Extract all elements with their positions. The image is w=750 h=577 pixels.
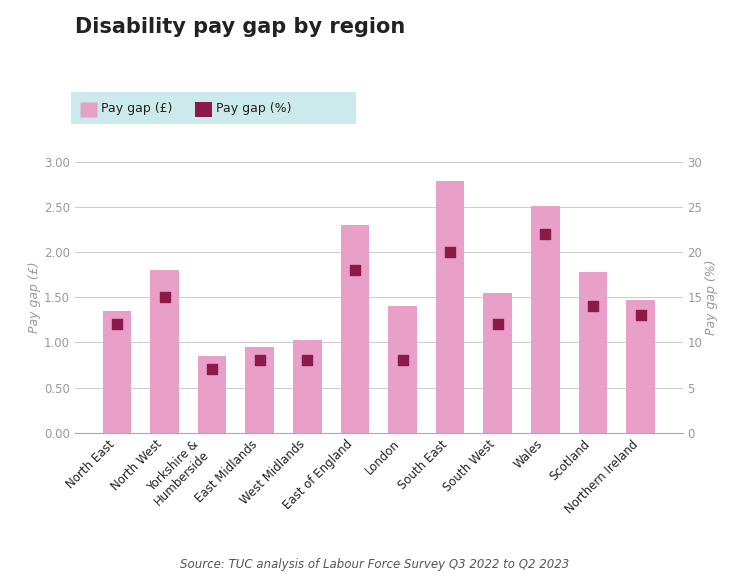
- Bar: [245, 347, 274, 433]
- Text: Disability pay gap by region: Disability pay gap by region: [75, 17, 405, 38]
- Bar: [579, 272, 608, 433]
- Point: [349, 265, 361, 275]
- Point: [539, 229, 551, 238]
- Bar: [293, 340, 322, 433]
- Y-axis label: Pay gap (%): Pay gap (%): [705, 260, 718, 335]
- Bar: [340, 225, 369, 433]
- Bar: [436, 181, 464, 433]
- Bar: [626, 300, 655, 433]
- Point: [302, 356, 313, 365]
- Bar: [388, 306, 417, 433]
- Text: Pay gap (%): Pay gap (%): [216, 102, 292, 115]
- Text: Source: TUC analysis of Labour Force Survey Q3 2022 to Q2 2023: Source: TUC analysis of Labour Force Sur…: [180, 558, 570, 571]
- Point: [254, 356, 266, 365]
- Bar: [198, 356, 226, 433]
- Point: [158, 293, 170, 302]
- Point: [397, 356, 409, 365]
- Bar: [103, 310, 131, 433]
- Bar: [150, 270, 178, 433]
- Bar: [484, 293, 512, 433]
- Text: Pay gap (£): Pay gap (£): [101, 102, 172, 115]
- Point: [444, 248, 456, 257]
- Point: [634, 310, 646, 320]
- Point: [587, 302, 599, 311]
- Bar: [531, 206, 560, 433]
- Point: [492, 320, 504, 329]
- Y-axis label: Pay gap (£): Pay gap (£): [28, 261, 41, 333]
- Point: [111, 320, 123, 329]
- Point: [206, 365, 218, 374]
